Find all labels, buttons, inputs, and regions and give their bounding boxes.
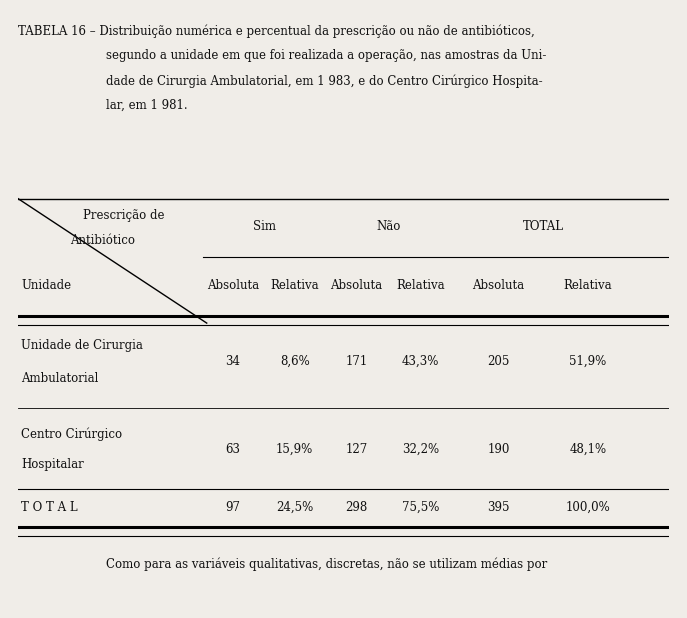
Text: 100,0%: 100,0% — [565, 501, 610, 514]
Text: TABELA 16 – Distribuição numérica e percentual da prescrição ou não de antibióti: TABELA 16 – Distribuição numérica e perc… — [18, 25, 534, 38]
Text: 298: 298 — [346, 501, 368, 514]
Text: 32,2%: 32,2% — [402, 443, 439, 456]
Text: Absoluta: Absoluta — [207, 279, 259, 292]
Text: 24,5%: 24,5% — [276, 501, 313, 514]
Text: 8,6%: 8,6% — [280, 355, 310, 368]
Text: 205: 205 — [487, 355, 510, 368]
Text: Centro Cirúrgico: Centro Cirúrgico — [21, 427, 122, 441]
Text: 395: 395 — [487, 501, 510, 514]
Text: 75,5%: 75,5% — [402, 501, 439, 514]
Text: 43,3%: 43,3% — [402, 355, 439, 368]
Text: 51,9%: 51,9% — [569, 355, 607, 368]
Text: lar, em 1 981.: lar, em 1 981. — [106, 99, 188, 112]
Text: Absoluta: Absoluta — [330, 279, 383, 292]
Text: Relativa: Relativa — [271, 279, 319, 292]
Text: Antibiótico: Antibiótico — [70, 234, 135, 247]
Text: Unidade: Unidade — [21, 279, 71, 292]
Text: 34: 34 — [225, 355, 240, 368]
Text: Prescrição de: Prescrição de — [83, 210, 164, 222]
Text: 63: 63 — [225, 443, 240, 456]
Text: TOTAL: TOTAL — [523, 219, 564, 233]
Text: 190: 190 — [487, 443, 510, 456]
Text: Unidade de Cirurgia: Unidade de Cirurgia — [21, 339, 143, 352]
Text: Relativa: Relativa — [563, 279, 612, 292]
Text: Relativa: Relativa — [396, 279, 444, 292]
Text: Absoluta: Absoluta — [473, 279, 525, 292]
Text: segundo a unidade em que foi realizada a operação, nas amostras da Uni-: segundo a unidade em que foi realizada a… — [106, 49, 547, 62]
Text: Sim: Sim — [253, 219, 275, 233]
Text: Ambulatorial: Ambulatorial — [21, 372, 98, 385]
Text: Como para as variáveis qualitativas, discretas, não se utilizam médias por: Como para as variáveis qualitativas, dis… — [106, 557, 548, 571]
Text: 48,1%: 48,1% — [569, 443, 607, 456]
Text: 97: 97 — [225, 501, 240, 514]
Text: 171: 171 — [346, 355, 368, 368]
Text: T O T A L: T O T A L — [21, 501, 78, 514]
Text: dade de Cirurgia Ambulatorial, em 1 983, e do Centro Cirúrgico Hospita-: dade de Cirurgia Ambulatorial, em 1 983,… — [106, 74, 543, 88]
Text: 127: 127 — [346, 443, 368, 456]
Text: Hospitalar: Hospitalar — [21, 459, 84, 472]
Text: Não: Não — [376, 219, 401, 233]
Text: 15,9%: 15,9% — [276, 443, 313, 456]
